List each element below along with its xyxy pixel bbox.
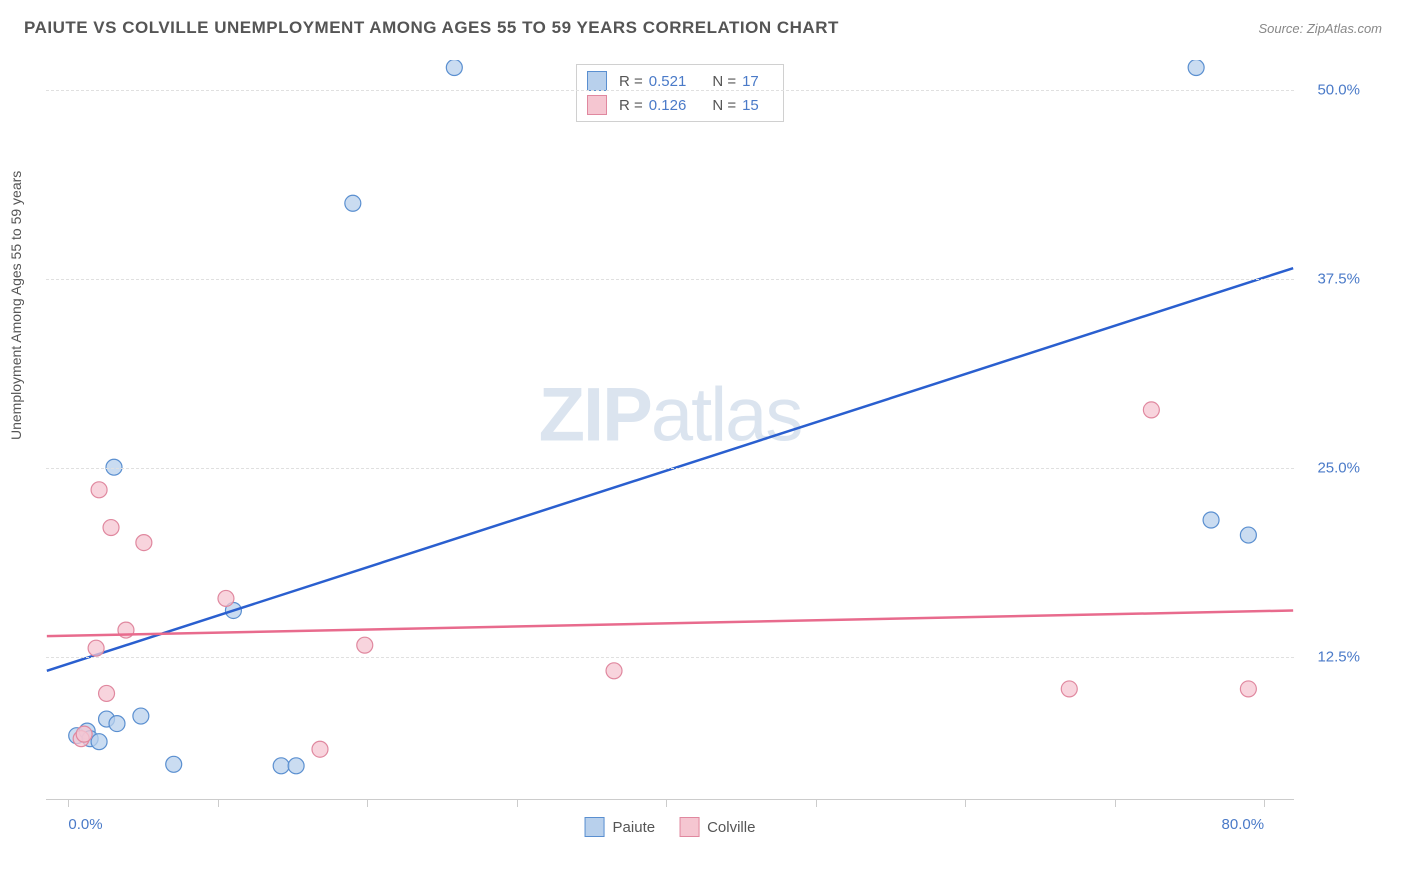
legend-row: R = 0.126 N = 15 bbox=[587, 93, 773, 117]
y-tick-label: 25.0% bbox=[1317, 459, 1360, 476]
data-point bbox=[91, 482, 107, 498]
legend-label: Colville bbox=[707, 819, 755, 836]
data-point bbox=[273, 758, 289, 774]
data-point bbox=[1188, 60, 1204, 76]
x-tick-label: 0.0% bbox=[68, 816, 102, 833]
x-tick-label: 80.0% bbox=[1222, 816, 1265, 833]
data-point bbox=[136, 535, 152, 551]
series-legend: Paiute Colville bbox=[585, 817, 756, 837]
x-tick bbox=[816, 799, 817, 807]
data-point bbox=[218, 590, 234, 606]
legend-n-value: 17 bbox=[742, 73, 759, 90]
scatter-chart: ZIPatlas R = 0.521 N = 17 R = 0.126 N = … bbox=[46, 60, 1294, 800]
legend-n-value: 15 bbox=[742, 97, 759, 114]
data-point bbox=[1203, 512, 1219, 528]
data-point bbox=[133, 708, 149, 724]
legend-r-value: 0.521 bbox=[649, 73, 687, 90]
plot-svg bbox=[46, 60, 1294, 799]
data-point bbox=[606, 663, 622, 679]
source-attribution: Source: ZipAtlas.com bbox=[1258, 21, 1382, 36]
y-tick-label: 37.5% bbox=[1317, 270, 1360, 287]
legend-n-label: N = bbox=[712, 73, 736, 90]
legend-r-label: R = bbox=[619, 73, 643, 90]
regression-line bbox=[47, 268, 1293, 671]
y-tick-label: 12.5% bbox=[1317, 648, 1360, 665]
data-point bbox=[1240, 527, 1256, 543]
data-point bbox=[99, 685, 115, 701]
legend-swatch bbox=[585, 817, 605, 837]
data-point bbox=[103, 520, 119, 536]
data-point bbox=[76, 726, 92, 742]
gridline bbox=[46, 279, 1294, 280]
legend-r-value: 0.126 bbox=[649, 97, 687, 114]
correlation-legend: R = 0.521 N = 17 R = 0.126 N = 15 bbox=[576, 64, 784, 122]
y-tick-label: 50.0% bbox=[1317, 82, 1360, 99]
legend-swatch bbox=[587, 95, 607, 115]
x-tick bbox=[367, 799, 368, 807]
legend-item: Colville bbox=[679, 817, 755, 837]
header: PAIUTE VS COLVILLE UNEMPLOYMENT AMONG AG… bbox=[0, 0, 1406, 46]
y-axis-label: Unemployment Among Ages 55 to 59 years bbox=[8, 171, 24, 440]
data-point bbox=[288, 758, 304, 774]
x-tick bbox=[666, 799, 667, 807]
data-point bbox=[446, 60, 462, 76]
x-tick bbox=[517, 799, 518, 807]
data-point bbox=[345, 195, 361, 211]
data-point bbox=[109, 716, 125, 732]
legend-item: Paiute bbox=[585, 817, 656, 837]
legend-swatch bbox=[679, 817, 699, 837]
x-tick bbox=[1264, 799, 1265, 807]
page-title: PAIUTE VS COLVILLE UNEMPLOYMENT AMONG AG… bbox=[24, 18, 839, 38]
data-point bbox=[357, 637, 373, 653]
gridline bbox=[46, 468, 1294, 469]
data-point bbox=[166, 756, 182, 772]
x-tick bbox=[965, 799, 966, 807]
data-point bbox=[1143, 402, 1159, 418]
x-tick bbox=[218, 799, 219, 807]
legend-label: Paiute bbox=[613, 819, 656, 836]
legend-swatch bbox=[587, 71, 607, 91]
legend-r-label: R = bbox=[619, 97, 643, 114]
data-point bbox=[88, 640, 104, 656]
data-point bbox=[91, 734, 107, 750]
x-tick bbox=[1115, 799, 1116, 807]
data-point bbox=[312, 741, 328, 757]
gridline bbox=[46, 657, 1294, 658]
data-point bbox=[1061, 681, 1077, 697]
legend-n-label: N = bbox=[712, 97, 736, 114]
gridline bbox=[46, 90, 1294, 91]
x-tick bbox=[68, 799, 69, 807]
data-point bbox=[1240, 681, 1256, 697]
